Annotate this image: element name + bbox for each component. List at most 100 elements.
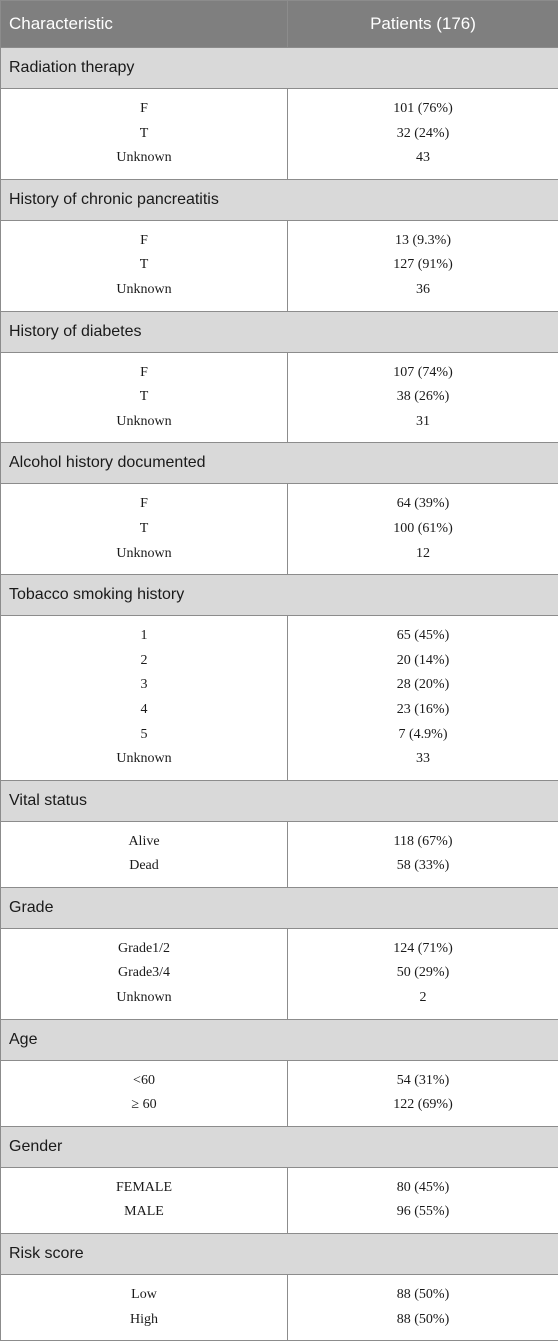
section-title: Grade xyxy=(1,887,558,928)
category-label: T xyxy=(1,385,287,410)
category-label: 5 xyxy=(1,723,287,748)
patient-count: 101 (76%) xyxy=(288,97,558,122)
category-label: 4 xyxy=(1,698,287,723)
category-label: 1 xyxy=(1,624,287,649)
category-label: MALE xyxy=(1,1200,287,1225)
category-label: 3 xyxy=(1,673,287,698)
patients-cell: 54 (31%)122 (69%) xyxy=(288,1060,558,1126)
patients-cell: 13 (9.3%)127 (91%)36 xyxy=(288,220,558,311)
patient-count: 65 (45%) xyxy=(288,624,558,649)
patient-count: 127 (91%) xyxy=(288,253,558,278)
section-row: Alcohol history documented xyxy=(1,443,558,484)
patient-count: 13 (9.3%) xyxy=(288,229,558,254)
patient-count: 50 (29%) xyxy=(288,961,558,986)
patients-cell: 80 (45%)96 (55%) xyxy=(288,1167,558,1233)
section-title: Gender xyxy=(1,1126,558,1167)
patient-count: 64 (39%) xyxy=(288,492,558,517)
patient-count: 96 (55%) xyxy=(288,1200,558,1225)
category-label: Grade3/4 xyxy=(1,961,287,986)
section-title: Vital status xyxy=(1,780,558,821)
category-label: F xyxy=(1,97,287,122)
patient-count: 32 (24%) xyxy=(288,122,558,147)
category-label: 2 xyxy=(1,649,287,674)
patient-count: 12 xyxy=(288,542,558,567)
section-row: Grade xyxy=(1,887,558,928)
patient-count: 58 (33%) xyxy=(288,854,558,879)
category-label: T xyxy=(1,122,287,147)
patient-count: 43 xyxy=(288,146,558,171)
header-row: Characteristic Patients (176) xyxy=(1,1,558,48)
patients-cell: 64 (39%)100 (61%)12 xyxy=(288,484,558,575)
patient-count: 20 (14%) xyxy=(288,649,558,674)
patient-count: 2 xyxy=(288,986,558,1011)
section-title: Risk score xyxy=(1,1234,558,1275)
section-row: History of chronic pancreatitis xyxy=(1,179,558,220)
patient-count: 88 (50%) xyxy=(288,1308,558,1333)
category-label: F xyxy=(1,361,287,386)
category-label: Alive xyxy=(1,830,287,855)
category-label: F xyxy=(1,492,287,517)
patient-count: 23 (16%) xyxy=(288,698,558,723)
category-label: Dead xyxy=(1,854,287,879)
patient-count: 122 (69%) xyxy=(288,1093,558,1118)
section-title: History of diabetes xyxy=(1,311,558,352)
category-label: Grade1/2 xyxy=(1,937,287,962)
section-title: Age xyxy=(1,1019,558,1060)
patients-cell: 118 (67%)58 (33%) xyxy=(288,821,558,887)
patient-count: 7 (4.9%) xyxy=(288,723,558,748)
patient-count: 80 (45%) xyxy=(288,1176,558,1201)
patients-cell: 101 (76%)32 (24%)43 xyxy=(288,89,558,180)
section-title: History of chronic pancreatitis xyxy=(1,179,558,220)
header-patients: Patients (176) xyxy=(288,1,558,48)
category-label: High xyxy=(1,1308,287,1333)
category-label: F xyxy=(1,229,287,254)
section-row: Risk score xyxy=(1,1234,558,1275)
patients-cell: 65 (45%)20 (14%)28 (20%)23 (16%)7 (4.9%)… xyxy=(288,616,558,781)
category-label: Unknown xyxy=(1,986,287,1011)
patient-count: 36 xyxy=(288,278,558,303)
category-label: Unknown xyxy=(1,410,287,435)
category-label: Unknown xyxy=(1,146,287,171)
section-row: Tobacco smoking history xyxy=(1,575,558,616)
patient-count: 100 (61%) xyxy=(288,517,558,542)
patients-cell: 107 (74%)38 (26%)31 xyxy=(288,352,558,443)
category-label: Unknown xyxy=(1,747,287,772)
patient-count: 33 xyxy=(288,747,558,772)
category-cell: <60≥ 60 xyxy=(1,1060,288,1126)
category-label: FEMALE xyxy=(1,1176,287,1201)
category-label: <60 xyxy=(1,1069,287,1094)
section-row: History of diabetes xyxy=(1,311,558,352)
section-row: Gender xyxy=(1,1126,558,1167)
section-row: Age xyxy=(1,1019,558,1060)
patient-count: 31 xyxy=(288,410,558,435)
patient-count: 118 (67%) xyxy=(288,830,558,855)
section-row: Radiation therapy xyxy=(1,48,558,89)
category-label: Low xyxy=(1,1283,287,1308)
patient-count: 124 (71%) xyxy=(288,937,558,962)
patients-cell: 124 (71%)50 (29%)2 xyxy=(288,928,558,1019)
category-label: T xyxy=(1,517,287,542)
patient-count: 38 (26%) xyxy=(288,385,558,410)
patient-count: 107 (74%) xyxy=(288,361,558,386)
category-label: Unknown xyxy=(1,278,287,303)
section-title: Radiation therapy xyxy=(1,48,558,89)
section-row: Vital status xyxy=(1,780,558,821)
category-label: Unknown xyxy=(1,542,287,567)
